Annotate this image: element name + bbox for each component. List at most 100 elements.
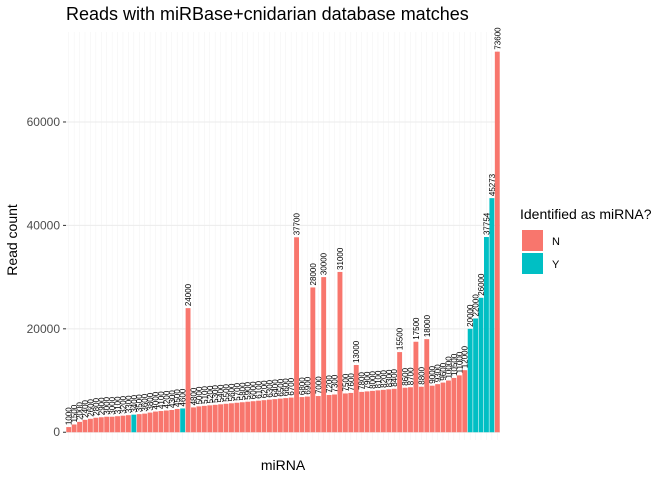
value-label: 6100 [255, 380, 264, 398]
value-label: 6700 [287, 377, 296, 395]
bar [136, 414, 142, 433]
bar [180, 408, 186, 433]
value-label: 13000 [352, 340, 361, 363]
value-label: 37700 [293, 212, 302, 235]
value-label: 30000 [320, 252, 329, 275]
bar [158, 411, 164, 433]
bar [397, 352, 403, 433]
bar [386, 389, 392, 433]
bar [87, 418, 93, 433]
value-label: 15500 [396, 327, 405, 350]
value-label: 7000 [314, 376, 323, 394]
bar [142, 413, 148, 433]
bar [342, 393, 348, 433]
bar [256, 400, 262, 433]
bar [435, 384, 441, 433]
bar [272, 399, 278, 433]
value-label: 4500 [173, 389, 182, 407]
y-tick-label: 40000 [27, 218, 61, 232]
bar [109, 416, 115, 433]
bar [66, 427, 72, 433]
bar [191, 407, 196, 433]
bar [169, 410, 175, 433]
bar [185, 308, 191, 433]
bar [462, 370, 468, 433]
value-label: 4300 [168, 390, 177, 408]
bar [93, 417, 99, 433]
bar [277, 398, 283, 433]
value-label: 4000 [152, 391, 161, 409]
value-label: 31000 [336, 247, 345, 270]
value-label: 8200 [379, 369, 388, 387]
bar [104, 416, 110, 433]
bar [212, 404, 218, 433]
bar [424, 339, 430, 433]
value-label: 4100 [157, 391, 166, 409]
bar [310, 287, 316, 433]
bar [375, 390, 381, 433]
bar [245, 401, 251, 433]
value-label: 3400 [130, 394, 139, 412]
bar [391, 388, 397, 433]
bar [489, 198, 495, 433]
chart-title: Reads with miRBase+cnidarian database ma… [66, 4, 469, 24]
bar [364, 391, 370, 433]
value-label: 4600 [179, 388, 188, 406]
bar [483, 237, 489, 433]
value-label: 7600 [347, 373, 356, 391]
bar [370, 390, 375, 433]
bar [71, 424, 77, 433]
value-label: 3100 [114, 396, 123, 414]
value-label: 8100 [374, 370, 383, 388]
value-label: 6800 [298, 377, 307, 395]
value-label: 7300 [331, 374, 340, 392]
value-label: 2400 [81, 399, 90, 417]
bar [402, 387, 408, 433]
value-label: 17500 [412, 317, 421, 340]
bar [115, 416, 120, 433]
value-label: 1500 [70, 404, 79, 422]
value-label: 3200 [119, 395, 128, 413]
bar [147, 412, 153, 433]
value-label: 5300 [211, 384, 220, 402]
bar [294, 237, 300, 433]
bar [473, 318, 479, 433]
bar [234, 402, 240, 433]
bar [408, 387, 413, 433]
bar [174, 408, 180, 433]
bar [429, 385, 435, 433]
value-label: 9300 [434, 364, 443, 382]
value-label: 5900 [244, 381, 253, 399]
bar [380, 389, 386, 433]
value-label: 26000 [477, 273, 486, 296]
bar [359, 391, 365, 433]
value-label: 5800 [238, 382, 247, 400]
value-label: 3300 [124, 395, 133, 413]
y-tick-label: 20000 [27, 322, 61, 336]
value-label: 5000 [195, 386, 204, 404]
value-label: 5600 [227, 383, 236, 401]
value-label: 5500 [222, 383, 231, 401]
value-label: 2800 [92, 397, 101, 415]
bar [196, 406, 202, 433]
value-label: 3500 [135, 394, 144, 412]
value-label: 11000 [455, 351, 464, 373]
bar [223, 403, 229, 433]
bar [446, 380, 451, 433]
bar [304, 396, 310, 433]
value-label: 8300 [385, 369, 394, 387]
bar [283, 398, 289, 433]
bar [299, 397, 305, 433]
x-axis-label: miRNA [261, 457, 306, 473]
value-label: 3000 [103, 396, 112, 414]
y-tick-label: 60000 [27, 115, 61, 129]
bar [413, 341, 419, 433]
bar [440, 382, 446, 433]
value-label: 8000 [369, 371, 378, 389]
value-label: 18000 [423, 314, 432, 337]
bar [321, 277, 327, 433]
value-label: 12000 [461, 345, 470, 368]
bar [332, 394, 337, 433]
value-label: 5100 [200, 386, 209, 404]
